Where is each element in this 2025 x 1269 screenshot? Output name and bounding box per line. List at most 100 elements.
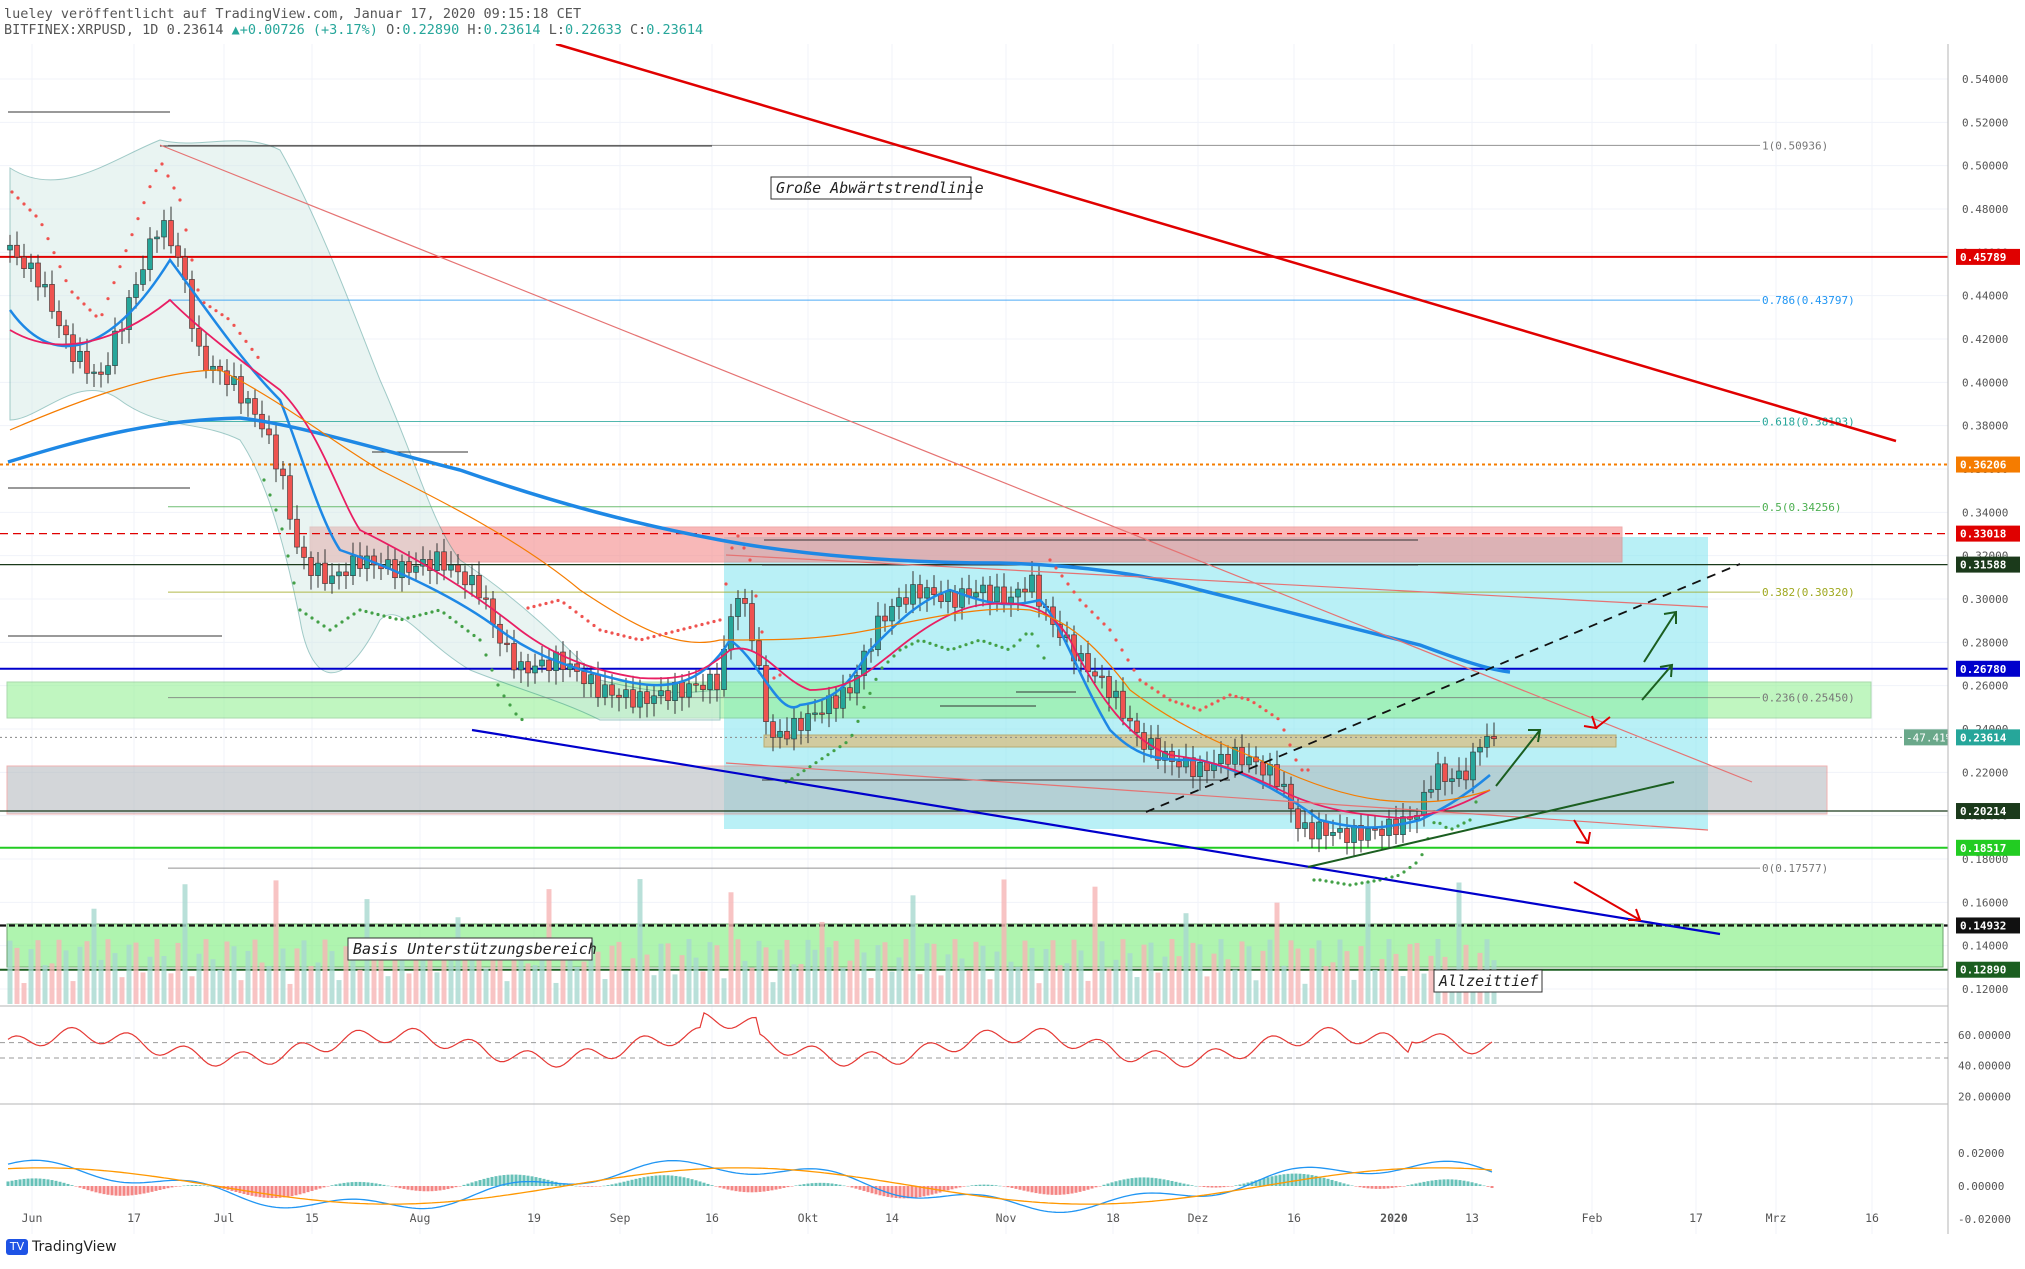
candle-body bbox=[777, 730, 783, 738]
macd-histogram-bar bbox=[362, 1182, 366, 1186]
macd-histogram-bar bbox=[294, 1186, 298, 1196]
macd-histogram-bar bbox=[810, 1183, 814, 1186]
sar-dot bbox=[1246, 697, 1250, 702]
candle-body bbox=[427, 559, 433, 571]
volume-bar bbox=[1050, 940, 1056, 1004]
macd-histogram-bar bbox=[950, 1186, 954, 1190]
sar-dot bbox=[1000, 645, 1004, 649]
tradingview-logo[interactable]: TV TradingView bbox=[6, 1239, 117, 1255]
volume-bar bbox=[273, 880, 279, 1004]
macd-histogram-bar bbox=[922, 1186, 926, 1197]
macd-histogram-bar bbox=[758, 1186, 762, 1192]
sar-dot bbox=[466, 629, 470, 633]
sar-dot bbox=[610, 631, 614, 635]
sar-dot bbox=[892, 654, 896, 658]
macd-histogram-bar bbox=[798, 1184, 802, 1186]
macd-histogram-bar bbox=[334, 1184, 338, 1186]
volume-bar bbox=[224, 941, 230, 1004]
volume-bar bbox=[210, 959, 216, 1004]
macd-histogram-bar bbox=[486, 1177, 490, 1186]
volume-bar bbox=[1260, 950, 1266, 1004]
volume-bar bbox=[1246, 946, 1252, 1004]
macd-histogram-bar bbox=[1174, 1181, 1178, 1186]
sar-dot bbox=[898, 648, 902, 652]
macd-histogram-bar bbox=[1114, 1181, 1118, 1186]
candle-body bbox=[35, 262, 41, 288]
macd-histogram-bar bbox=[826, 1183, 830, 1186]
candle-body bbox=[588, 674, 594, 685]
x-tick-label: 16 bbox=[705, 1211, 719, 1225]
macd-histogram-bar bbox=[342, 1182, 346, 1186]
candle-body bbox=[994, 586, 1000, 603]
volume-bar bbox=[490, 941, 496, 1004]
candle-body bbox=[140, 269, 146, 285]
sar-dot bbox=[1330, 880, 1334, 884]
candle-body bbox=[854, 675, 860, 694]
candle-body bbox=[1162, 750, 1168, 761]
candle-body bbox=[189, 279, 195, 329]
candle-body bbox=[1435, 763, 1441, 790]
volume-bar bbox=[686, 939, 692, 1004]
volume-bar bbox=[1113, 959, 1119, 1004]
macd-histogram-bar bbox=[1042, 1186, 1046, 1195]
sar-dot bbox=[1042, 656, 1046, 660]
candle-body bbox=[1477, 747, 1483, 753]
fib-level-label: 1(0.50936) bbox=[1762, 139, 1828, 152]
sar-dot bbox=[964, 643, 968, 647]
candle-body bbox=[1449, 778, 1455, 782]
candle-body bbox=[1106, 676, 1112, 698]
macd-histogram-bar bbox=[206, 1185, 210, 1187]
volume-bar bbox=[805, 939, 811, 1004]
volume-bar bbox=[119, 977, 125, 1004]
volume-bar bbox=[1351, 979, 1357, 1004]
macd-histogram-bar bbox=[1258, 1179, 1262, 1186]
macd-histogram-bar bbox=[190, 1185, 194, 1186]
volume-bar bbox=[462, 953, 468, 1004]
volume-bar bbox=[826, 947, 832, 1004]
macd-histogram-bar bbox=[562, 1183, 566, 1186]
macd-histogram-bar bbox=[702, 1182, 706, 1186]
annotation-text: Basis Unterstützungsbereich bbox=[353, 940, 597, 958]
macd-histogram-bar bbox=[134, 1186, 138, 1195]
candle-body bbox=[525, 661, 531, 674]
candle-body bbox=[742, 598, 748, 604]
volume-bar bbox=[973, 941, 979, 1004]
candle-body bbox=[840, 687, 846, 709]
x-tick-label: Mrz bbox=[1766, 1211, 1787, 1225]
volume-bar bbox=[1414, 943, 1420, 1004]
sar-dot bbox=[778, 673, 782, 677]
sar-dot bbox=[916, 639, 920, 643]
trend-lines bbox=[159, 42, 1897, 936]
sar-dot bbox=[28, 208, 32, 212]
price-tag: 0.18517 bbox=[1956, 839, 2020, 856]
sar-dot bbox=[1324, 879, 1328, 883]
candle-body bbox=[1456, 770, 1462, 780]
price-axis[interactable]: 0.540000.520000.500000.480000.460000.440… bbox=[1904, 73, 2020, 996]
macd-histogram-bar bbox=[598, 1186, 602, 1187]
volume-bar bbox=[1386, 939, 1392, 1004]
candle-body bbox=[518, 661, 524, 671]
sar-dot bbox=[88, 308, 92, 312]
candle-body bbox=[1393, 818, 1399, 835]
macd-histogram-bar bbox=[978, 1184, 982, 1186]
macd-histogram-bar bbox=[970, 1185, 974, 1186]
macd-histogram-bar bbox=[1426, 1181, 1430, 1186]
macd-histogram-bar bbox=[178, 1186, 182, 1187]
volume-bar bbox=[1169, 939, 1175, 1004]
y-tick-label: 0.16000 bbox=[1962, 896, 2008, 909]
candle-body bbox=[560, 651, 566, 670]
sar-dot bbox=[208, 305, 212, 309]
price-tag-box bbox=[1956, 729, 2020, 746]
macd-histogram-bar bbox=[574, 1185, 578, 1187]
time-axis[interactable]: Jun 17 Jul 15 Aug 19 Sep 16 Okt 14 Nov 18 Dez 16 2020 1… bbox=[22, 1211, 1879, 1225]
volume-bar bbox=[1211, 953, 1217, 1004]
volume-bar bbox=[560, 947, 566, 1004]
macd-histogram-bar bbox=[370, 1182, 374, 1186]
sar-dot bbox=[430, 610, 434, 614]
macd-histogram-bar bbox=[166, 1186, 170, 1189]
candle-body bbox=[1092, 671, 1098, 677]
candle-body bbox=[728, 616, 734, 650]
candle-body bbox=[434, 551, 440, 571]
macd-histogram-bar bbox=[1198, 1186, 1202, 1187]
